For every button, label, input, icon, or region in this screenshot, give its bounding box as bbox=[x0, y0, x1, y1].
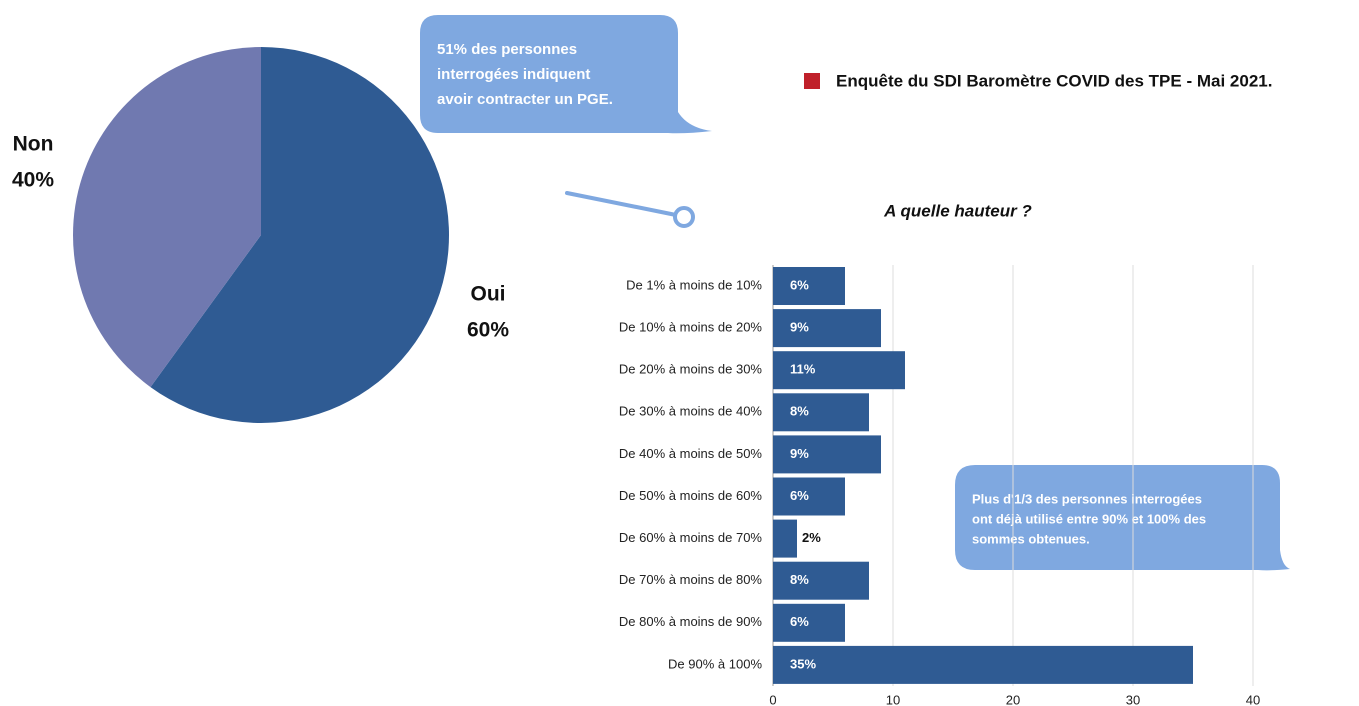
value-label: 11% bbox=[790, 362, 816, 377]
bar bbox=[773, 477, 845, 516]
callout-text: avoir contracter un PGE. bbox=[437, 91, 613, 108]
x-tick-label: 40 bbox=[1246, 692, 1260, 706]
bar bbox=[773, 519, 797, 558]
y-tick-label: De 90% à 100% bbox=[668, 656, 762, 671]
chart-title: A quelle hauteur ? bbox=[883, 201, 1032, 220]
callout-text: interrogées indiquent bbox=[437, 66, 590, 83]
slice-label: Non bbox=[13, 133, 54, 156]
slice-label: Oui bbox=[471, 283, 506, 306]
y-tick-label: De 60% à moins de 70% bbox=[619, 530, 763, 545]
value-label: 6% bbox=[790, 614, 809, 629]
bar bbox=[773, 645, 1193, 684]
slice-value: 40% bbox=[12, 169, 54, 192]
y-tick-label: De 40% à moins de 50% bbox=[619, 446, 763, 461]
value-label: 6% bbox=[790, 277, 809, 292]
value-label: 8% bbox=[790, 404, 809, 419]
bar bbox=[773, 435, 881, 474]
legend-swatch bbox=[804, 73, 820, 89]
slice-value: 60% bbox=[467, 319, 509, 342]
bar bbox=[773, 603, 845, 642]
callout bbox=[955, 465, 1290, 571]
connector-end bbox=[673, 206, 695, 228]
bar bbox=[773, 561, 869, 600]
x-tick-label: 20 bbox=[1006, 692, 1020, 706]
legend-label: Enquête du SDI Baromètre COVID des TPE -… bbox=[836, 71, 1272, 90]
bar bbox=[773, 267, 845, 305]
value-label: 2% bbox=[802, 530, 821, 545]
y-tick-label: De 50% à moins de 60% bbox=[619, 488, 763, 503]
callout-text: ont déjà utilisé entre 90% et 100% des bbox=[972, 511, 1206, 526]
value-label: 9% bbox=[790, 320, 809, 335]
bar bbox=[773, 309, 881, 348]
y-tick-label: De 80% à moins de 90% bbox=[619, 614, 763, 629]
x-tick-label: 10 bbox=[886, 692, 900, 706]
callout bbox=[420, 15, 712, 134]
callout-text: 51% des personnes bbox=[437, 41, 577, 58]
bar bbox=[773, 393, 869, 432]
bar bbox=[773, 351, 905, 390]
callout-text: Plus d'1/3 des personnes interrogées bbox=[972, 491, 1202, 506]
value-label: 35% bbox=[790, 656, 816, 671]
value-label: 9% bbox=[790, 446, 809, 461]
y-tick-label: De 10% à moins de 20% bbox=[619, 320, 763, 335]
y-tick-label: De 30% à moins de 40% bbox=[619, 404, 763, 419]
y-tick-label: De 1% à moins de 10% bbox=[626, 277, 762, 292]
pie-slice bbox=[73, 47, 261, 388]
pie-slice bbox=[150, 47, 449, 423]
x-tick-label: 30 bbox=[1126, 692, 1140, 706]
value-label: 8% bbox=[790, 572, 809, 587]
x-tick-label: 0 bbox=[769, 692, 776, 706]
connector bbox=[565, 191, 678, 217]
y-tick-label: De 20% à moins de 30% bbox=[619, 362, 763, 377]
value-label: 6% bbox=[790, 488, 809, 503]
y-tick-label: De 70% à moins de 80% bbox=[619, 572, 763, 587]
callout-text: sommes obtenues. bbox=[972, 531, 1090, 546]
